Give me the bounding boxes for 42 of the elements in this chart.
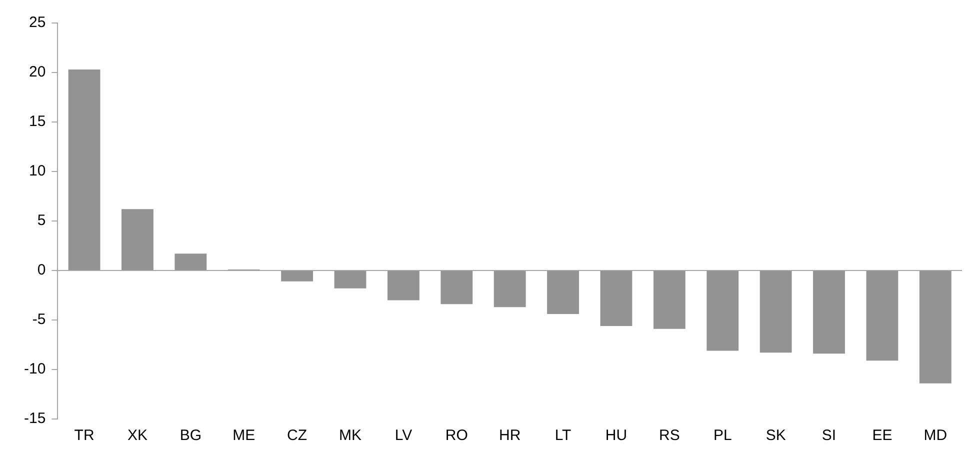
x-tick-label: RS bbox=[659, 427, 680, 444]
bar bbox=[600, 271, 632, 326]
x-tick-label: HU bbox=[605, 427, 628, 444]
bar bbox=[813, 271, 845, 354]
x-tick-label: SI bbox=[822, 427, 836, 444]
y-tick-label: -5 bbox=[32, 311, 46, 328]
bar bbox=[706, 271, 739, 351]
bar bbox=[174, 254, 207, 270]
y-tick-label: 20 bbox=[28, 64, 46, 81]
x-tick-label: CZ bbox=[287, 427, 308, 444]
x-tick-label: XK bbox=[127, 427, 148, 444]
bar bbox=[919, 271, 952, 384]
x-tick-label: MK bbox=[339, 427, 362, 444]
bar bbox=[334, 271, 366, 288]
bar bbox=[440, 271, 473, 304]
y-tick-label: -10 bbox=[24, 360, 46, 378]
x-tick-label: TR bbox=[74, 427, 94, 444]
y-tick-label: -15 bbox=[24, 410, 46, 428]
bar bbox=[281, 271, 314, 282]
y-tick-label: 25 bbox=[28, 14, 46, 32]
x-tick-label: MD bbox=[924, 427, 948, 444]
x-tick-label: LV bbox=[394, 427, 412, 444]
y-tick-label: 15 bbox=[28, 113, 46, 130]
x-tick-label: LT bbox=[554, 427, 572, 444]
y-tick-label: 0 bbox=[37, 262, 46, 279]
x-tick-label: ME bbox=[232, 427, 256, 444]
x-tick-label: PL bbox=[713, 427, 732, 444]
bar bbox=[760, 271, 792, 353]
bar bbox=[653, 271, 686, 329]
bar bbox=[387, 271, 420, 300]
bar bbox=[68, 70, 100, 270]
bar bbox=[866, 271, 898, 361]
x-tick-label: EE bbox=[872, 427, 892, 444]
y-tick-label: 5 bbox=[37, 212, 46, 230]
x-tick-label: RO bbox=[445, 427, 468, 444]
bar bbox=[494, 271, 526, 308]
x-tick-label: BG bbox=[180, 427, 202, 444]
bar bbox=[547, 271, 579, 314]
x-tick-label: HR bbox=[499, 427, 521, 444]
bar bbox=[122, 209, 154, 270]
x-tick-label: SK bbox=[766, 427, 786, 444]
y-tick-label: 10 bbox=[28, 162, 46, 180]
